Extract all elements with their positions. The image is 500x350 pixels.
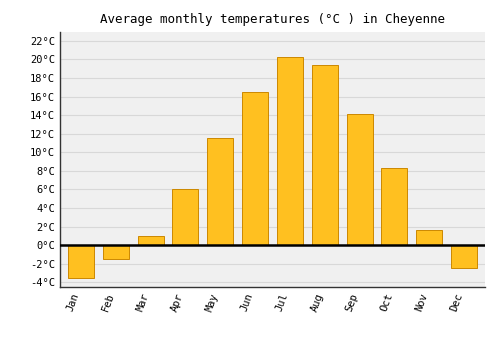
Bar — [277, 57, 303, 245]
Bar — [416, 230, 442, 245]
Title: Average monthly temperatures (°C ) in Cheyenne: Average monthly temperatures (°C ) in Ch… — [100, 13, 445, 26]
Bar — [382, 168, 407, 245]
Bar — [138, 236, 164, 245]
Bar — [451, 245, 477, 268]
Bar — [346, 114, 372, 245]
Bar — [172, 189, 199, 245]
Bar — [102, 245, 129, 259]
Bar — [68, 245, 94, 278]
Bar — [242, 92, 268, 245]
Bar — [312, 65, 338, 245]
Bar — [207, 138, 234, 245]
